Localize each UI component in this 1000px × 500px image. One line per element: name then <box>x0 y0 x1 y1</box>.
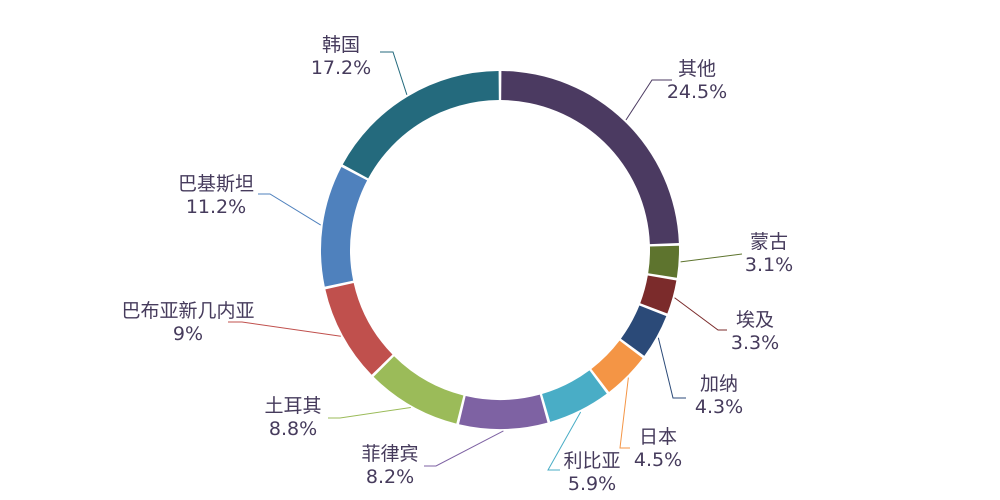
leader-line-2 <box>674 297 727 331</box>
slice-label-1: 蒙古 3.1% <box>745 231 793 276</box>
slice-name-3: 加纳 <box>700 373 738 395</box>
slice-name-10: 韩国 <box>322 34 360 56</box>
leader-line-9 <box>258 193 321 226</box>
slice-value-9: 11.2% <box>186 196 246 218</box>
slice-name-4: 日本 <box>639 426 677 448</box>
slice-label-8: 巴布亚新几内亚 9% <box>121 300 254 345</box>
slice-value-6: 8.2% <box>366 466 414 488</box>
donut-slice-4 <box>591 340 643 392</box>
donut-slice-7 <box>373 356 464 424</box>
slice-label-2: 埃及 3.3% <box>731 309 779 354</box>
slice-name-8: 巴布亚新几内亚 <box>121 300 254 322</box>
slice-name-9: 巴基斯坦 <box>178 173 254 195</box>
slice-value-8: 9% <box>173 323 203 345</box>
donut-slice-10 <box>342 71 499 179</box>
slice-value-5: 5.9% <box>568 473 616 495</box>
leader-line-1 <box>680 253 743 263</box>
slice-label-4: 日本 4.5% <box>634 426 682 471</box>
donut-slice-5 <box>542 370 607 422</box>
leader-line-5 <box>547 411 582 471</box>
slice-value-2: 3.3% <box>731 332 779 354</box>
slice-name-2: 埃及 <box>736 309 774 331</box>
slice-value-7: 8.8% <box>269 418 317 440</box>
slice-label-6: 菲律宾 8.2% <box>361 443 418 488</box>
donut-slice-1 <box>648 245 679 278</box>
donut-slice-0 <box>501 71 679 245</box>
slice-value-4: 4.5% <box>634 449 682 471</box>
slice-name-5: 利比亚 <box>563 450 620 472</box>
slice-name-7: 土耳其 <box>264 395 321 417</box>
slice-value-3: 4.3% <box>695 396 743 418</box>
slice-value-1: 3.1% <box>745 254 793 276</box>
slice-name-0: 其他 <box>678 58 716 80</box>
leader-line-4 <box>619 377 630 449</box>
slice-name-6: 菲律宾 <box>361 443 418 465</box>
slice-label-10: 韩国 17.2% <box>311 34 371 79</box>
slice-label-9: 巴基斯坦 11.2% <box>178 173 254 218</box>
slice-label-7: 土耳其 8.8% <box>264 395 321 440</box>
labels-group: 其他 24.5% 蒙古 3.1% 埃及 3.3% 加纳 4.3% 日本 4.5% 利比亚 5.9% 菲律… <box>121 34 793 495</box>
donut-slice-6 <box>459 394 548 429</box>
leader-line-3 <box>657 337 686 399</box>
slices-group <box>320 71 679 429</box>
donut-slice-9 <box>320 166 368 287</box>
slice-name-1: 蒙古 <box>750 231 788 253</box>
donut-slice-8 <box>325 282 393 375</box>
slice-label-0: 其他 24.5% <box>667 58 727 103</box>
leader-line-8 <box>228 321 341 337</box>
leader-lines-group <box>228 51 743 471</box>
slice-label-5: 利比亚 5.9% <box>563 450 620 495</box>
leader-line-6 <box>424 430 504 467</box>
slice-label-3: 加纳 4.3% <box>695 373 743 418</box>
leader-line-10 <box>380 51 408 95</box>
leader-line-0 <box>625 79 672 121</box>
slice-value-0: 24.5% <box>667 81 727 103</box>
donut-slice-2 <box>640 275 677 314</box>
donut-slice-3 <box>620 305 667 356</box>
leader-line-7 <box>328 407 411 419</box>
slice-value-10: 17.2% <box>311 57 371 79</box>
